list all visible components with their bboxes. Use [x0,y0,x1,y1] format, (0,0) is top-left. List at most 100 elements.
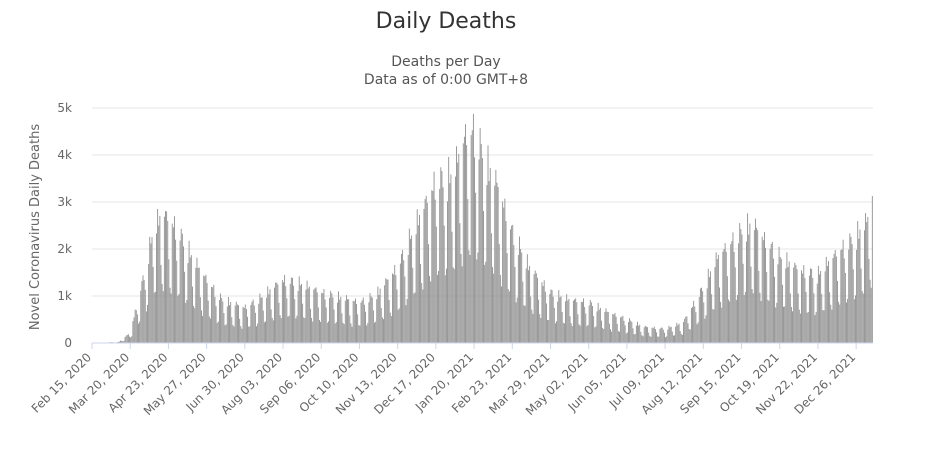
daily-deaths-bar [201,310,202,343]
daily-deaths-bar [343,324,345,343]
daily-deaths-bar [640,331,642,343]
daily-deaths-bar [459,223,461,343]
daily-deaths-bar [817,265,819,343]
daily-deaths-bar [424,199,426,343]
daily-deaths-bar [514,266,516,343]
daily-deaths-bar [698,296,700,343]
daily-deaths-bar [149,236,151,343]
daily-deaths-bar [284,274,286,343]
daily-deaths-bar [508,291,510,343]
daily-deaths-bar [130,337,132,343]
daily-deaths-bar [230,302,232,343]
daily-deaths-bar [678,323,680,343]
daily-deaths-bar [780,258,782,343]
daily-deaths-bar [292,277,293,343]
daily-deaths-bar [438,270,440,343]
daily-deaths-bar [606,311,608,343]
daily-deaths-bar [663,332,665,343]
daily-deaths-bar [505,221,507,343]
daily-deaths-bar [267,286,269,343]
daily-deaths-bar [595,326,597,343]
daily-deaths-bar [820,271,822,343]
daily-deaths-bar [545,303,547,343]
daily-deaths-bar [486,185,488,343]
daily-deaths-bar [177,295,179,343]
daily-deaths-bar [460,254,462,343]
daily-deaths-bar [823,310,825,343]
daily-deaths-bar [670,326,672,343]
daily-deaths-bar [704,318,706,343]
daily-deaths-bar [569,316,571,343]
daily-deaths-bar [371,297,373,343]
daily-deaths-bar [693,300,695,343]
daily-deaths-bar [197,267,199,343]
daily-deaths-bar [471,130,473,343]
daily-deaths-bar [672,335,674,343]
daily-deaths-bar [244,304,246,343]
daily-deaths-bar [690,308,692,343]
daily-deaths-bar [233,326,235,343]
daily-deaths-bar [345,295,347,343]
daily-deaths-bar [828,261,829,343]
daily-deaths-bar [488,181,490,343]
daily-deaths-bar [798,309,800,343]
daily-deaths-bar [533,274,535,343]
daily-deaths-bar [540,318,542,343]
daily-deaths-bar [463,136,465,343]
daily-deaths-bar [587,324,589,343]
daily-deaths-bar [647,327,649,343]
daily-deaths-bar [824,271,826,343]
daily-deaths-bar [687,323,689,343]
daily-deaths-bar [556,321,558,343]
daily-deaths-bar [759,292,761,343]
daily-deaths-bar [720,301,722,343]
daily-deaths-bar [170,293,172,343]
daily-deaths-bar [452,267,454,343]
daily-deaths-bar [644,325,646,343]
daily-deaths-bar [674,335,675,343]
daily-deaths-bar [785,268,787,343]
daily-deaths-bar [317,307,319,343]
daily-deaths-bar [871,195,873,343]
daily-deaths-bar [844,272,846,343]
daily-deaths-bar [410,238,411,343]
daily-deaths-bar [806,312,808,343]
daily-deaths-bar [769,248,771,343]
daily-deaths-bar [665,337,667,343]
daily-deaths-bar [677,325,679,343]
daily-deaths-bar [365,311,366,343]
daily-deaths-bar [440,167,442,343]
daily-deaths-bar [270,309,272,343]
daily-deaths-bar [211,286,213,343]
daily-deaths-bar [393,274,395,343]
daily-deaths-bar [320,321,322,343]
daily-deaths-bar [179,240,181,343]
daily-deaths-bar [136,314,138,343]
daily-deaths-bar [715,252,717,343]
daily-deaths-bar [189,257,191,343]
daily-deaths-bar [319,319,320,343]
daily-deaths-bar [585,313,587,343]
daily-deaths-bar [183,246,184,343]
chart-subtitle: Deaths per Day Data as of 0:00 GMT+8 [0,53,892,89]
daily-deaths-bar [384,285,386,343]
daily-deaths-bar [478,159,480,343]
daily-deaths-bar [250,304,252,343]
daily-deaths-bar [542,286,544,343]
daily-deaths-bar [857,221,859,343]
daily-deaths-bar [286,298,288,343]
daily-deaths-bar [208,316,210,343]
daily-deaths-bar [261,297,263,343]
daily-deaths-bar [835,256,837,343]
daily-deaths-bar [495,169,497,343]
daily-deaths-bar [285,286,287,343]
daily-deaths-bar [141,281,143,343]
daily-deaths-bar [380,308,382,343]
daily-deaths-bar [178,294,180,343]
daily-deaths-bar [539,314,541,343]
daily-deaths-bar [867,216,869,343]
daily-deaths-bar [399,263,401,343]
daily-deaths-bar [158,225,160,343]
daily-deaths-bar [448,156,450,343]
daily-deaths-bar [272,320,274,343]
